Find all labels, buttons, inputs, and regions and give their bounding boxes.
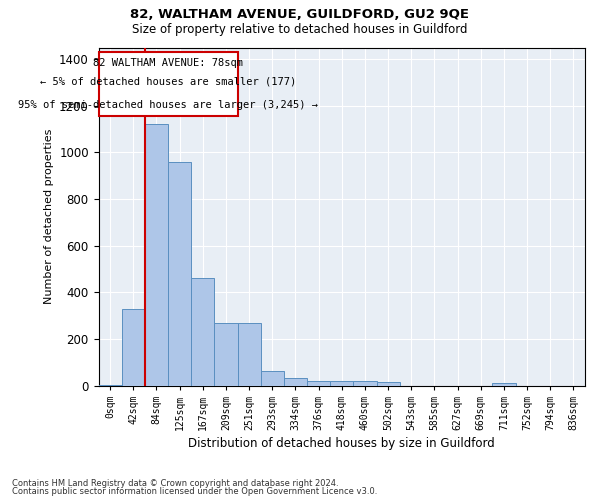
Bar [214,323,238,386]
Bar [353,381,377,386]
Text: 82, WALTHAM AVENUE, GUILDFORD, GU2 9QE: 82, WALTHAM AVENUE, GUILDFORD, GU2 9QE [131,8,470,20]
Bar [377,382,400,386]
Bar [145,124,168,386]
Bar [284,378,307,386]
Bar [191,278,214,386]
Y-axis label: Number of detached properties: Number of detached properties [44,129,53,304]
Bar [261,370,284,386]
Bar [493,384,515,386]
Text: ← 5% of detached houses are smaller (177): ← 5% of detached houses are smaller (177… [40,77,296,87]
Bar [98,52,238,116]
Text: 95% of semi-detached houses are larger (3,245) →: 95% of semi-detached houses are larger (… [18,100,318,110]
Bar [168,162,191,386]
Text: Contains HM Land Registry data © Crown copyright and database right 2024.: Contains HM Land Registry data © Crown c… [12,478,338,488]
Bar [307,381,330,386]
Bar [122,310,145,386]
Text: Contains public sector information licensed under the Open Government Licence v3: Contains public sector information licen… [12,487,377,496]
X-axis label: Distribution of detached houses by size in Guildford: Distribution of detached houses by size … [188,437,495,450]
Text: Size of property relative to detached houses in Guildford: Size of property relative to detached ho… [132,22,468,36]
Bar [330,381,353,386]
Bar [238,323,261,386]
Text: 82 WALTHAM AVENUE: 78sqm: 82 WALTHAM AVENUE: 78sqm [93,58,243,68]
Bar [98,384,122,386]
